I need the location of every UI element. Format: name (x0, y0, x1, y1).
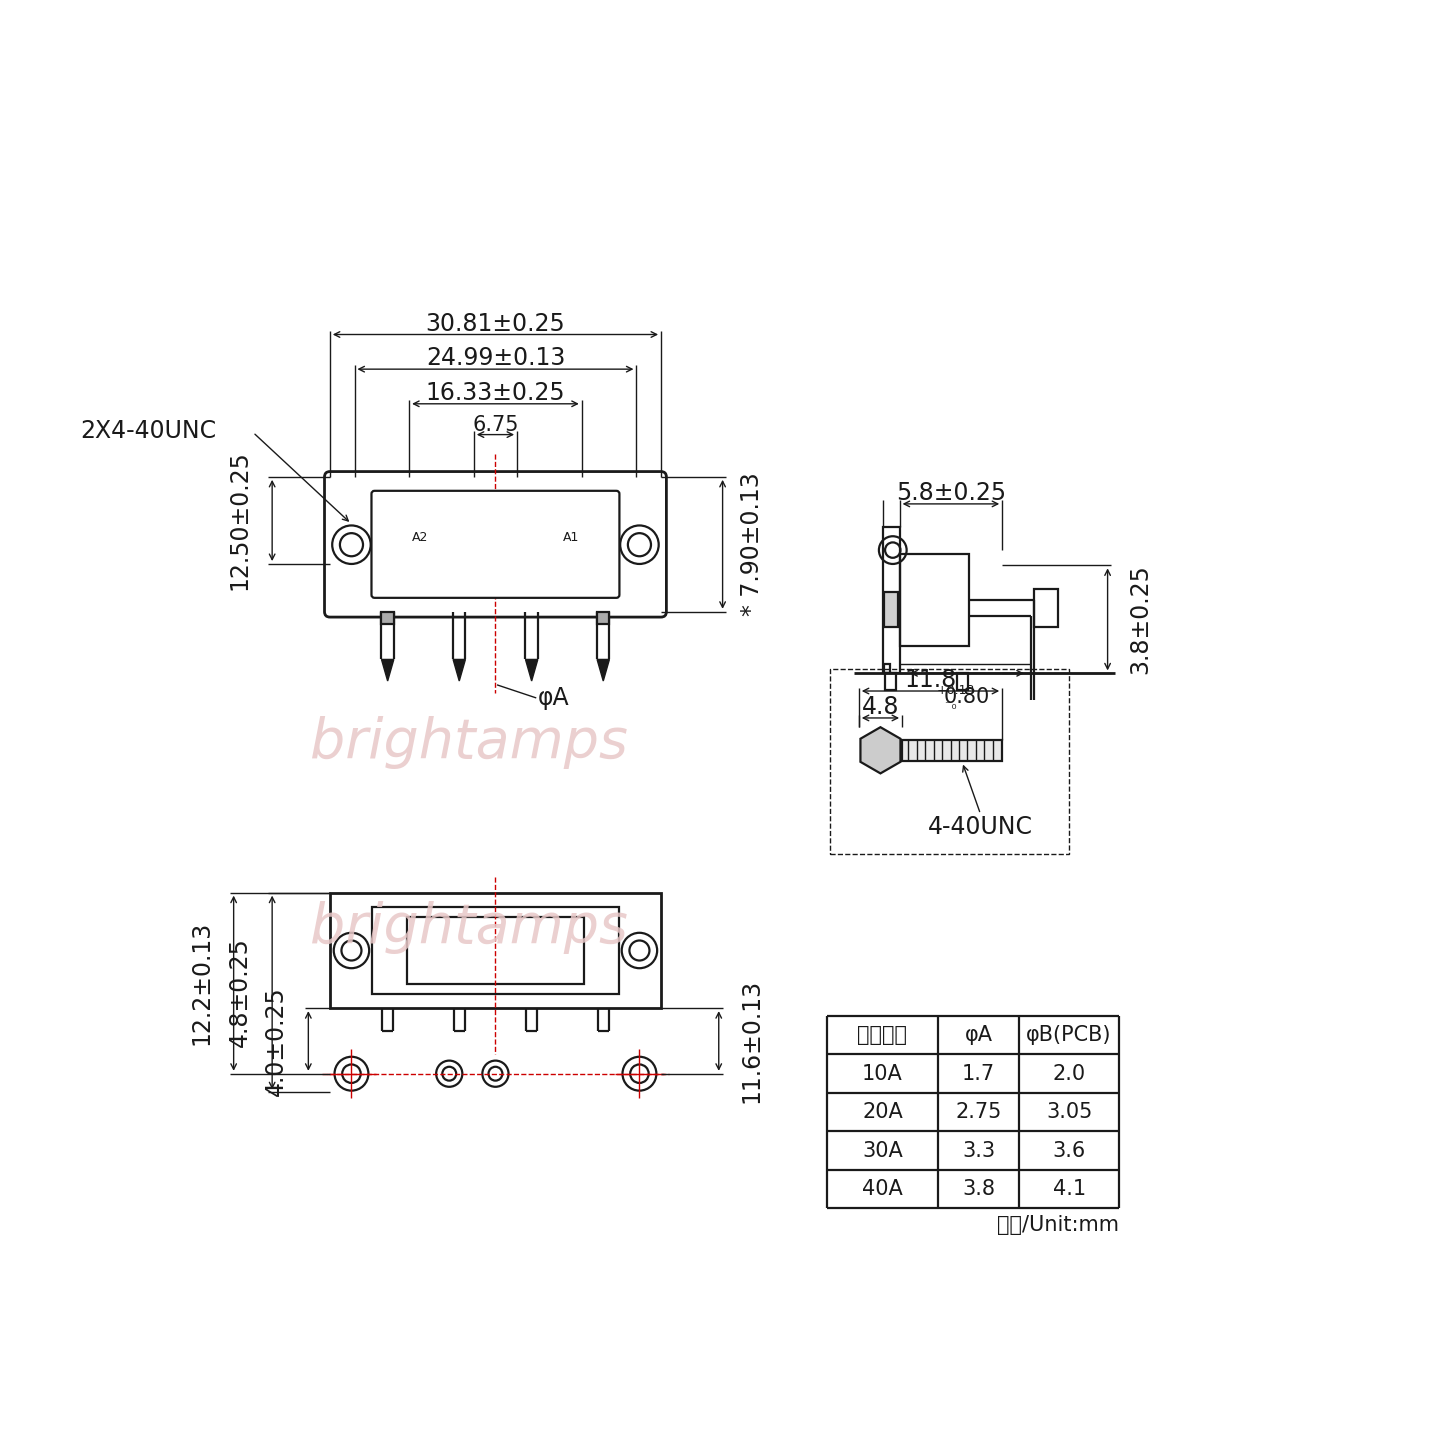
Bar (598, 612, 609, 624)
Bar (901, 740, 1002, 762)
Polygon shape (598, 660, 609, 681)
Text: brightamps: brightamps (310, 716, 628, 769)
Bar (958, 674, 968, 690)
Text: 24.99±0.13: 24.99±0.13 (426, 347, 564, 370)
FancyBboxPatch shape (372, 491, 619, 598)
Polygon shape (526, 660, 537, 681)
Text: 2.0: 2.0 (1053, 1064, 1086, 1084)
Text: 4.8: 4.8 (861, 696, 899, 719)
Text: 11.6±0.13: 11.6±0.13 (739, 979, 763, 1103)
Text: 20A: 20A (863, 1102, 903, 1122)
Text: 12.50±0.25: 12.50±0.25 (228, 451, 252, 590)
Text: 3.8: 3.8 (962, 1179, 995, 1200)
Text: A1: A1 (563, 530, 579, 543)
Text: brightamps: brightamps (310, 901, 628, 953)
FancyBboxPatch shape (324, 471, 667, 618)
Bar (884, 664, 890, 674)
Circle shape (435, 539, 448, 552)
Text: 10A: 10A (863, 1064, 903, 1084)
Text: 1.7: 1.7 (962, 1064, 995, 1084)
Text: φA: φA (965, 1025, 992, 1045)
Text: 40A: 40A (863, 1179, 903, 1200)
Text: 5.8±0.25: 5.8±0.25 (896, 481, 1007, 505)
Circle shape (543, 539, 556, 552)
Text: 单位/Unit:mm: 单位/Unit:mm (996, 1215, 1119, 1236)
Text: 3.6: 3.6 (1053, 1140, 1086, 1161)
Text: * 7.90±0.13: * 7.90±0.13 (740, 472, 763, 616)
Text: 2.75: 2.75 (955, 1102, 1002, 1122)
Bar (884, 592, 899, 626)
Bar (373, 907, 619, 995)
Bar (1034, 589, 1057, 626)
Text: +0.13
  ⁻₀: +0.13 ⁻₀ (936, 684, 975, 711)
Polygon shape (454, 660, 465, 681)
Text: 16.33±0.25: 16.33±0.25 (426, 382, 566, 405)
Text: 额定电流: 额定电流 (857, 1025, 907, 1045)
Text: 30.81±0.25: 30.81±0.25 (426, 311, 566, 336)
Bar (382, 612, 393, 624)
Polygon shape (382, 660, 393, 681)
Text: 3.3: 3.3 (962, 1140, 995, 1161)
Text: 6.75: 6.75 (472, 415, 518, 435)
Bar (831, 670, 1068, 854)
Text: 12.2±0.13: 12.2±0.13 (189, 922, 213, 1045)
Bar (330, 893, 661, 1008)
Text: 4-40UNC: 4-40UNC (927, 815, 1032, 840)
Bar (886, 674, 896, 690)
Text: 0.80: 0.80 (945, 687, 991, 707)
Text: 3.8±0.25: 3.8±0.25 (1128, 564, 1152, 674)
Text: 4.0±0.25: 4.0±0.25 (264, 986, 288, 1096)
Bar (408, 917, 585, 984)
Bar (883, 527, 900, 674)
Text: 11.8: 11.8 (904, 668, 956, 693)
Text: A2: A2 (412, 530, 428, 543)
Polygon shape (861, 727, 900, 773)
Bar (900, 554, 969, 647)
Text: φB(PCB): φB(PCB) (1027, 1025, 1112, 1045)
Text: 4.1: 4.1 (1053, 1179, 1086, 1200)
Text: φA: φA (537, 685, 569, 710)
Text: 4.8±0.25: 4.8±0.25 (228, 937, 252, 1047)
Text: 30A: 30A (863, 1140, 903, 1161)
Text: 3.05: 3.05 (1045, 1102, 1093, 1122)
Text: 2X4-40UNC: 2X4-40UNC (79, 419, 216, 442)
